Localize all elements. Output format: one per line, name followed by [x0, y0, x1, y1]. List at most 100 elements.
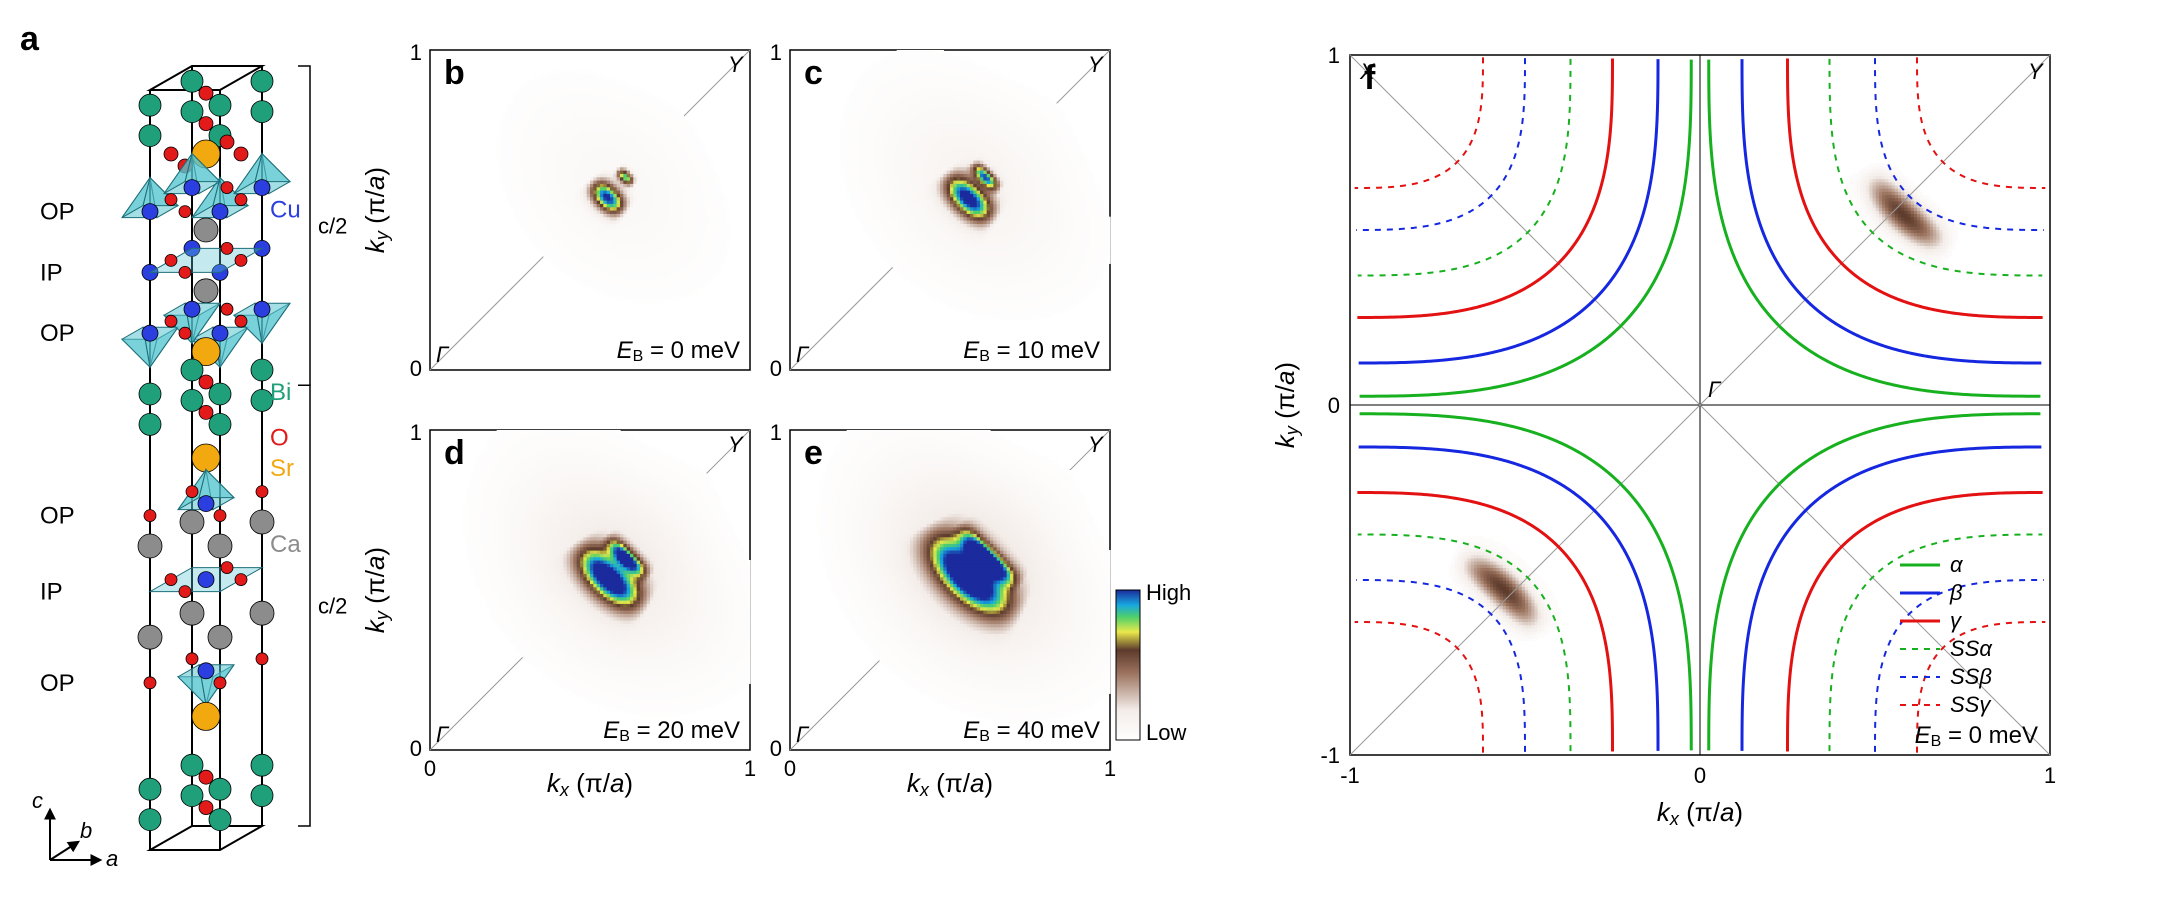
fs-alpha — [1360, 60, 1692, 397]
svg-text:EB = 0 meV: EB = 0 meV — [617, 337, 740, 365]
atom-O — [199, 405, 213, 419]
atom-Bi — [209, 94, 231, 116]
eb-label-c: EB = 10 meV — [963, 337, 1100, 365]
label-d: d — [444, 434, 465, 472]
atom-Bi — [251, 70, 273, 92]
gamma-b: Γ — [436, 342, 450, 367]
atom-O — [220, 135, 234, 149]
Y-c: Y — [1088, 52, 1104, 77]
xtick: 1 — [2044, 763, 2056, 788]
plane-label: OP — [40, 503, 75, 530]
atom-O — [199, 86, 213, 100]
plane-label: IP — [40, 579, 63, 606]
panel-f: fXYΓ-101-101kx (π/a)ky (π/a)αβγSSαSSβSSγ… — [1270, 43, 2056, 829]
atom-Ca — [250, 601, 274, 625]
atom-legend-Ca: Ca — [270, 531, 301, 558]
atom-Ca — [180, 510, 204, 534]
atom-Bi — [209, 778, 231, 800]
eb-label-b: EB = 0 meV — [617, 337, 740, 365]
atom-Bi — [209, 809, 231, 831]
axis-b: b — [80, 818, 92, 843]
ylabel: ky (π/a) — [360, 167, 392, 253]
atom-O — [235, 574, 247, 586]
gamma-c: Γ — [796, 342, 810, 367]
ytick: 1 — [770, 40, 782, 65]
legend-alpha: α — [1950, 552, 1964, 577]
xlabel-f: kx (π/a) — [1657, 797, 1743, 829]
legend-SSgamma: SSγ — [1950, 692, 1992, 717]
atom-O — [165, 315, 177, 327]
legend-beta: β — [1949, 580, 1963, 605]
ytick: 0 — [770, 356, 782, 381]
atom-Sr — [192, 444, 220, 472]
atom-Cu — [142, 325, 158, 341]
atom-O — [179, 266, 191, 278]
atom-O — [221, 303, 233, 315]
figure-svg: ac/2c/2OPIPOPOPIPOPCuBiOSrCaabcbΓYEB = 0… — [0, 0, 2164, 897]
atom-Bi — [139, 778, 161, 800]
atom-Ca — [194, 279, 218, 303]
atom-Cu — [198, 663, 214, 679]
ytick: 0 — [1328, 393, 1340, 418]
atom-O — [164, 147, 178, 161]
atom-O — [221, 242, 233, 254]
atom-O — [234, 147, 248, 161]
plane-label: OP — [40, 670, 75, 697]
atom-Bi — [251, 754, 273, 776]
atom-O — [256, 486, 268, 498]
xtick: 1 — [1104, 756, 1116, 781]
ylabel-f: ky (π/a) — [1270, 362, 1302, 448]
axis-c: c — [32, 788, 43, 813]
atom-O — [186, 653, 198, 665]
atom-Bi — [251, 359, 273, 381]
atom-O — [256, 653, 268, 665]
ytick: 0 — [410, 736, 422, 761]
atom-O — [221, 562, 233, 574]
atom-O — [199, 375, 213, 389]
atom-Cu — [212, 204, 228, 220]
panel-b: bΓYEB = 0 meV01ky (π/a) — [360, 40, 750, 381]
colorbar-low: Low — [1146, 720, 1186, 745]
atom-Bi — [181, 101, 203, 123]
atom-legend-O: O — [270, 425, 289, 452]
Y-b: Y — [728, 52, 744, 77]
c-half-upper: c/2 — [318, 214, 347, 239]
atom-legend-Bi: Bi — [270, 379, 291, 406]
atom-Bi — [181, 754, 203, 776]
ylabel: ky (π/a) — [360, 547, 392, 633]
atom-Bi — [139, 125, 161, 147]
atom-O — [214, 510, 226, 522]
ytick: 0 — [770, 736, 782, 761]
atom-Cu — [198, 572, 214, 588]
plane-label: IP — [40, 259, 63, 286]
atom-O — [235, 194, 247, 206]
atom-O — [199, 770, 213, 784]
panel-c: cΓYEB = 10 meV01 — [770, 40, 1111, 381]
atom-Bi — [181, 359, 203, 381]
atom-O — [165, 254, 177, 266]
atom-Cu — [184, 180, 200, 196]
atom-O — [221, 182, 233, 194]
fs-alpha — [1709, 414, 2041, 751]
atom-Cu — [254, 180, 270, 196]
xlabel: kx (π/a) — [547, 768, 633, 800]
label-e: e — [804, 434, 823, 472]
eb-label-e: EB = 40 meV — [963, 717, 1100, 745]
gamma-e: Γ — [796, 722, 810, 747]
eb-f: EB = 0 meV — [1915, 722, 2038, 750]
panel-a: ac/2c/2OPIPOPOPIPOPCuBiOSrCaabc — [20, 20, 347, 871]
atom-O — [144, 677, 156, 689]
atom-Cu — [142, 204, 158, 220]
label-b: b — [444, 54, 465, 92]
atom-O — [144, 510, 156, 522]
atom-Bi — [209, 383, 231, 405]
atom-Cu — [212, 325, 228, 341]
atom-Bi — [209, 413, 231, 435]
legend: αβγSSαSSβSSγ — [1900, 552, 1993, 717]
atom-O — [179, 586, 191, 598]
Y-e: Y — [1088, 432, 1104, 457]
xtick: 0 — [784, 756, 796, 781]
atom-O — [199, 117, 213, 131]
atom-O — [214, 677, 226, 689]
atom-Ca — [208, 534, 232, 558]
